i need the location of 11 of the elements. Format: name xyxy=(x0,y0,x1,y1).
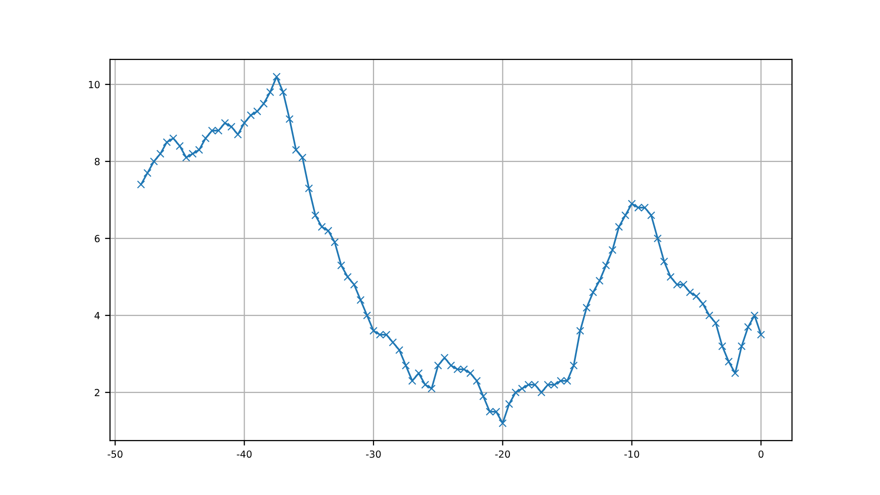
x-tick-label: -20 xyxy=(495,450,510,458)
y-tick-label: 2 xyxy=(94,388,100,396)
y-tick-label: 10 xyxy=(88,80,100,88)
y-tick-label: 8 xyxy=(94,158,100,166)
y-tick-label: 4 xyxy=(94,312,100,320)
y-tick-label: 6 xyxy=(94,234,100,242)
x-tick-label: -50 xyxy=(108,450,122,458)
x-tick-label: 0 xyxy=(758,450,764,458)
x-tick-label: -10 xyxy=(624,450,640,458)
x-tick-label: -40 xyxy=(236,450,252,458)
x-tick-label: -30 xyxy=(366,450,381,458)
